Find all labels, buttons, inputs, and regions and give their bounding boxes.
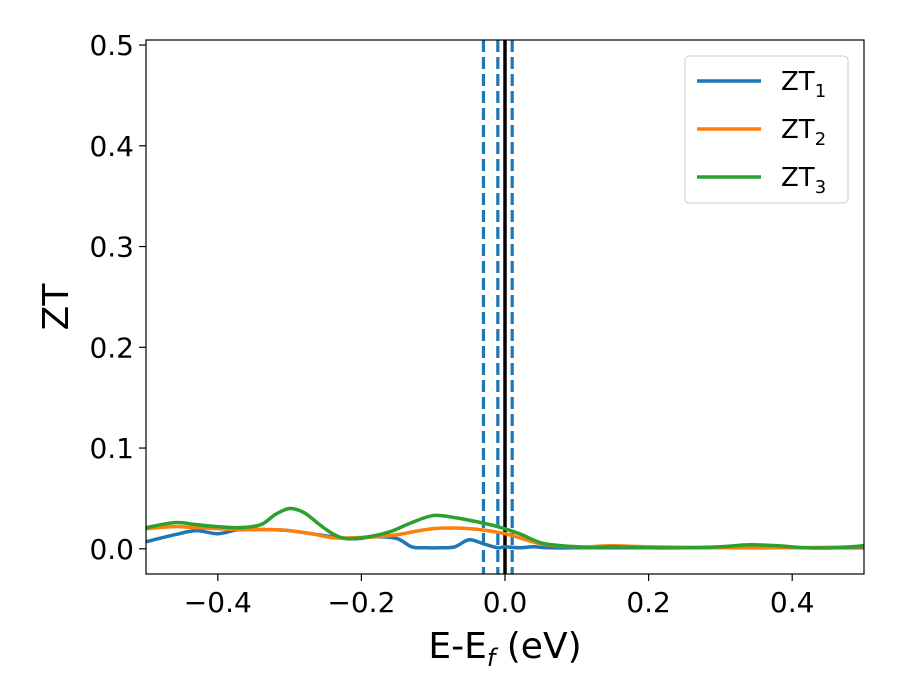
legend-label-zt1: ZT1: [781, 67, 826, 102]
x-tick-label: 0.2: [626, 586, 671, 619]
y-tick-label: 0.3: [89, 231, 134, 264]
x-axis-label: E-Ef (eV): [428, 626, 581, 672]
legend-label-zt2: ZT2: [781, 115, 826, 150]
y-tick-label: 0.0: [89, 533, 134, 566]
legend-label-main: ZT: [781, 67, 815, 97]
series-line-zt3: [146, 506, 864, 550]
y-tick-label: 0.1: [89, 432, 134, 465]
legend-label-main: ZT: [781, 163, 815, 193]
y-tick-label: 0.4: [89, 130, 134, 163]
x-axis-label-main: E-E: [428, 626, 486, 667]
legend-label-subscript: 2: [815, 129, 826, 150]
y-tick-label: 0.2: [89, 331, 134, 364]
y-axis-label: ZT: [36, 283, 77, 331]
series-lines: [146, 506, 864, 550]
x-axis-ticks: −0.4 −0.2 0.0 0.2 0.4: [184, 574, 815, 619]
legend-label-main: ZT: [781, 115, 815, 145]
x-tick-label: −0.4: [184, 586, 252, 619]
legend-label-subscript: 1: [815, 81, 826, 102]
x-tick-label: 0.0: [483, 586, 528, 619]
vertical-reference-lines: [481, 40, 514, 574]
y-axis-ticks: 0.0 0.1 0.2 0.3 0.4 0.5: [89, 29, 146, 566]
x-tick-label: 0.4: [770, 586, 815, 619]
x-axis-label-unit: (eV): [495, 626, 581, 667]
legend-label-subscript: 3: [815, 177, 826, 198]
y-tick-label: 0.5: [89, 29, 134, 62]
legend-box: [684, 55, 849, 204]
x-tick-label: −0.2: [327, 586, 395, 619]
legend-label-zt3: ZT3: [781, 163, 826, 198]
